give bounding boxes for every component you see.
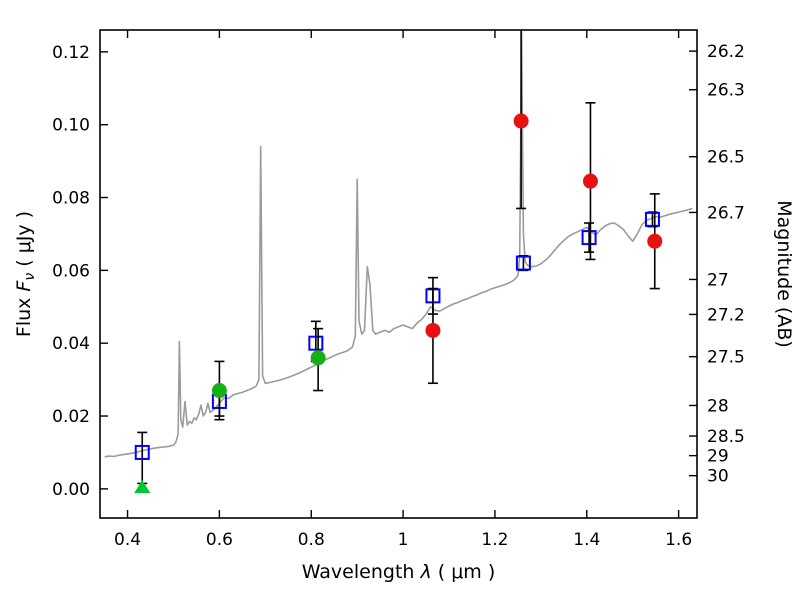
x-tick-label: 1.6: [665, 530, 692, 550]
marker-filled-circle: [310, 350, 326, 366]
marker-filled-circle: [582, 173, 598, 189]
x-tick-label: 1: [398, 530, 409, 550]
y-tick-label-left: 0.02: [52, 407, 90, 427]
y-tick-label-right: 26.2: [707, 42, 745, 62]
marker-upper-limit-triangle: [134, 480, 151, 494]
y-tick-label-right: 27: [707, 270, 729, 290]
marker-open-square: [308, 335, 324, 351]
x-tick-label: 0.6: [206, 530, 233, 550]
y-tick-label-left: 0.06: [52, 261, 90, 281]
observed-optical-circles: [211, 327, 326, 421]
x-tick-label: 1.2: [481, 530, 508, 550]
y-tick-label-left: 0.12: [52, 43, 90, 63]
x-tick-label: 0.8: [298, 530, 325, 550]
y-axis-label-right: Magnitude (AB): [773, 200, 795, 348]
y-tick-label-right: 28.5: [707, 427, 745, 447]
y-tick-label-right: 29: [707, 447, 729, 467]
marker-open-square: [134, 444, 150, 460]
marker-filled-circle: [647, 233, 663, 249]
observed-ir-circles: [425, 30, 663, 385]
y-tick-label-left: 0.10: [52, 116, 90, 136]
x-axis-label: Wavelength λ ( μm ): [302, 561, 496, 583]
y-tick-label-left: 0.04: [52, 334, 90, 354]
model-spectrum: [104, 30, 693, 458]
x-tick-label: 1.4: [573, 530, 600, 550]
marker-filled-circle: [425, 322, 441, 338]
y-tick-label-right: 27.2: [707, 305, 745, 325]
y-tick-label-right: 26.7: [707, 203, 745, 223]
y-tick-label-right: 28: [707, 396, 729, 416]
marker-open-square: [644, 211, 660, 227]
y-tick-label-right: 26.5: [707, 148, 745, 168]
plot-area: [104, 30, 693, 494]
y-tick-label-left: 0.00: [52, 480, 90, 500]
y-tick-label-right: 27.5: [707, 348, 745, 368]
y-tick-label-left: 0.08: [52, 189, 90, 209]
y-tick-label-right: 30: [707, 467, 729, 487]
marker-filled-circle: [513, 113, 529, 129]
marker-open-square: [515, 255, 531, 271]
marker-filled-circle: [211, 383, 227, 399]
y-tick-label-right: 26.3: [707, 81, 745, 101]
y-axis-label-left: Flux Fν ( μJy ): [13, 211, 38, 337]
upper-limit-triangle: [134, 480, 151, 494]
marker-open-square: [581, 230, 597, 246]
axes-frame: [99, 29, 698, 519]
x-tick-label: 0.4: [114, 530, 141, 550]
